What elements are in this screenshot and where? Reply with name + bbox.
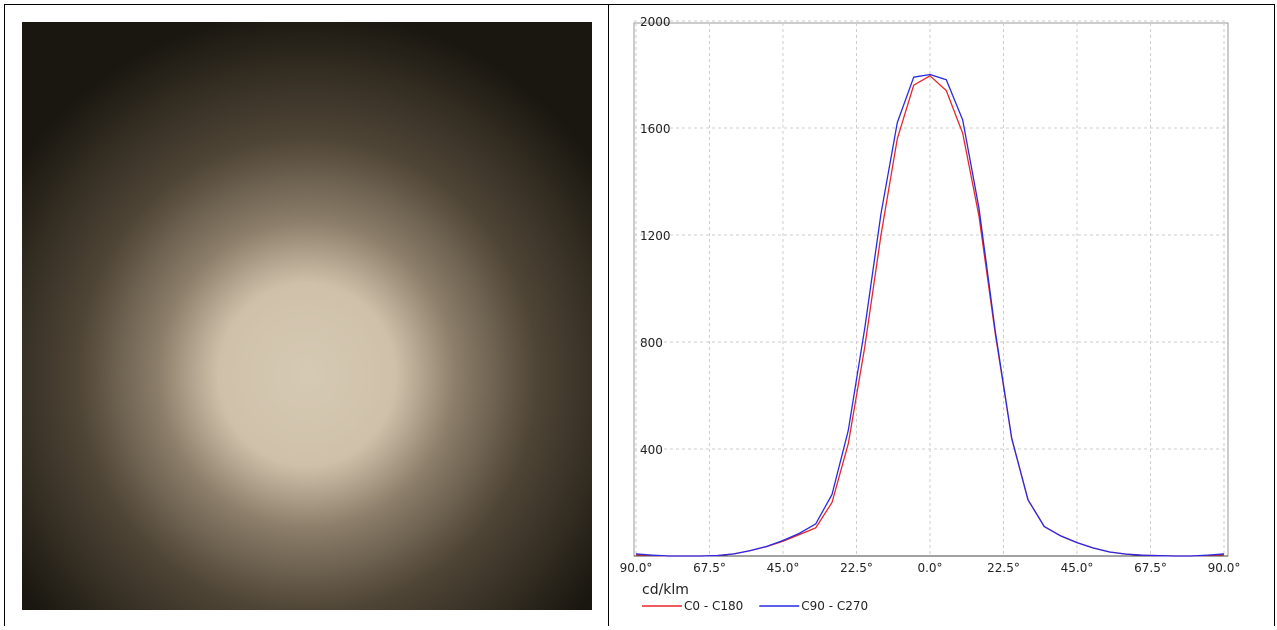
x-tick-label: 67.5°: [693, 561, 726, 575]
x-tick-label: 90.0°: [1208, 561, 1241, 575]
light-photo: [22, 22, 592, 610]
x-tick-label: 90.0°: [620, 561, 653, 575]
legend-label: C0 - C180: [684, 599, 743, 613]
y-tick-label: 800: [640, 336, 663, 350]
x-tick-label: 22.5°: [840, 561, 873, 575]
x-tick-label: 45.0°: [767, 561, 800, 575]
x-tick-label: 45.0°: [1061, 561, 1094, 575]
plot-area: [633, 22, 1229, 557]
table-border: [4, 4, 1275, 630]
y-tick-label: 1600: [640, 122, 671, 136]
y-axis-label: cd/klm: [642, 582, 689, 598]
y-tick-label: 400: [640, 443, 663, 457]
y-tick-label: 2000: [640, 15, 671, 29]
x-tick-label: 22.5°: [987, 561, 1020, 575]
series-line: [635, 73, 1225, 557]
chart: 400 800 1200 1600 2000 90.0° 67.5° 45.0° 22.5° 0.…: [620, 15, 1241, 613]
x-tick-label: 0.0°: [917, 561, 942, 575]
x-tick-label: 67.5°: [1134, 561, 1167, 575]
legend-label: C90 - C270: [801, 599, 868, 613]
y-tick-label: 1200: [640, 229, 671, 243]
